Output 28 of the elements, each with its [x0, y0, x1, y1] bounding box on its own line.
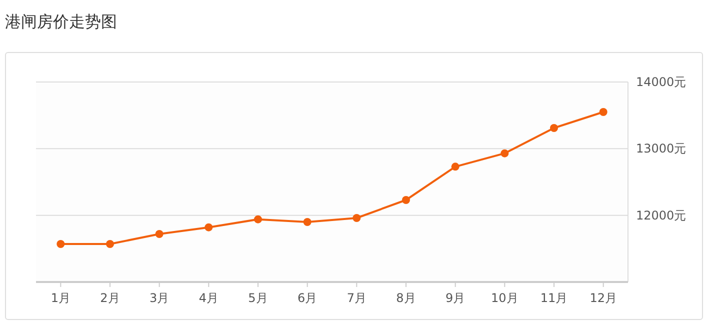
y-tick-label: 14000元 [636, 75, 686, 89]
x-tick-label: 11月 [540, 291, 568, 305]
y-tick-label: 13000元 [636, 142, 686, 156]
point [56, 240, 65, 248]
chart-title: 港闸房价走势图 [5, 12, 117, 33]
x-tick-label: 4月 [198, 291, 218, 305]
point [106, 240, 114, 248]
point [155, 230, 164, 238]
point [303, 218, 312, 226]
point [402, 196, 410, 204]
point [254, 215, 262, 224]
x-tick-label: 12月 [590, 291, 617, 305]
x-tick-label: 10月 [491, 291, 518, 305]
point [352, 214, 361, 222]
x-tick-label: 6月 [298, 291, 318, 305]
point [451, 162, 460, 171]
point [550, 124, 558, 132]
x-tick-label: 8月 [396, 291, 416, 305]
point [500, 149, 509, 158]
x-tick-label: 1月 [50, 291, 70, 305]
point [204, 223, 213, 232]
point [599, 108, 608, 116]
x-tick-label: 3月 [150, 291, 170, 305]
x-tick-label: 5月 [248, 291, 268, 305]
y-tick-label: 12000元 [636, 208, 686, 222]
x-tick-label: 9月 [446, 291, 466, 305]
x-tick-label: 7月 [346, 291, 366, 305]
x-tick-label: 2月 [100, 291, 120, 305]
